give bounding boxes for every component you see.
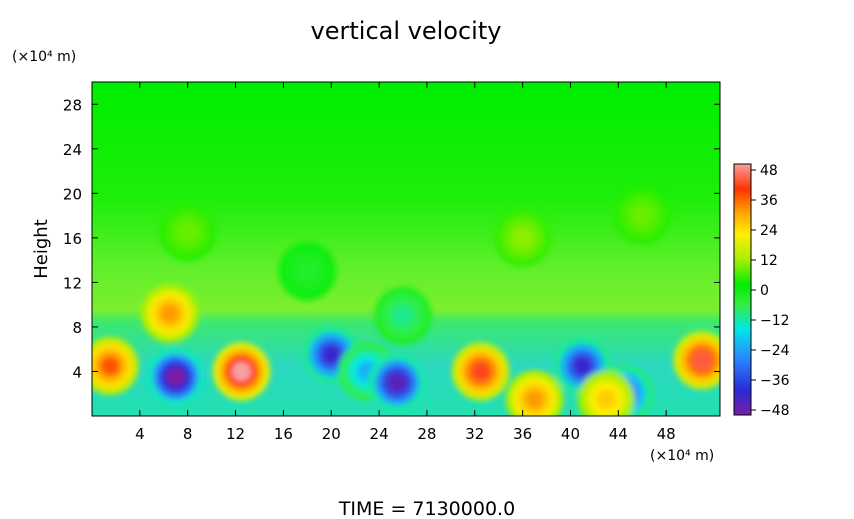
x-tick-label: 12	[226, 425, 245, 443]
y-axis-unit: (×10⁴ m)	[12, 49, 76, 65]
plot-frame	[91, 81, 721, 417]
heatmap-contour	[596, 389, 617, 410]
colorbar: 48 36 24 12 0 −12 −24 −36 −48	[733, 163, 790, 419]
y-tick-label: 4	[72, 363, 82, 381]
heatmap-contour	[231, 361, 252, 382]
x-axis-ticks: 4 8 12 16 20 24 28 32 36 40 44 48	[135, 82, 676, 443]
heatmap-cell	[147, 348, 205, 406]
heatmap-contour	[632, 205, 653, 226]
x-axis-unit: (×10⁴ m)	[650, 448, 714, 464]
colorbar-tick-label: 48	[760, 163, 778, 179]
heatmap-contour	[297, 261, 318, 282]
heatmap-cell	[493, 208, 552, 267]
y-axis-ticks: 4 8 12 16 20 24 28	[63, 96, 720, 381]
x-tick-label: 24	[370, 425, 389, 443]
colorbar-gradient	[733, 163, 752, 416]
heatmap-features	[92, 186, 720, 416]
x-tick-label: 28	[417, 425, 436, 443]
y-axis-label: Height	[31, 219, 52, 279]
x-tick-label: 48	[657, 425, 676, 443]
x-tick-label: 16	[274, 425, 293, 443]
colorbar-tick-label: −12	[760, 313, 790, 329]
y-tick-label: 24	[63, 141, 82, 159]
x-tick-label: 40	[561, 425, 580, 443]
x-tick-label: 44	[609, 425, 628, 443]
y-tick-label: 8	[72, 319, 82, 337]
heatmap-cell	[278, 242, 337, 301]
heatmap-cell	[212, 342, 271, 401]
heatmap-contour	[177, 222, 198, 243]
heatmap-contour	[692, 350, 712, 371]
heatmap-cell	[452, 342, 510, 401]
colorbar-tick-label: −48	[760, 403, 790, 419]
heatmap-cell	[613, 186, 671, 245]
x-tick-label: 36	[513, 425, 532, 443]
heatmap-cell	[673, 331, 720, 390]
heatmap-contour	[572, 356, 593, 376]
chart-title: vertical velocity	[311, 17, 502, 45]
heatmap-cell	[368, 353, 426, 412]
heatmap-cell	[141, 284, 199, 343]
heatmap-contour	[524, 389, 545, 410]
y-tick-label: 20	[63, 185, 82, 203]
heatmap-contour	[471, 361, 491, 382]
heatmap-contour	[387, 372, 407, 393]
heatmap-contour	[165, 367, 186, 387]
colorbar-tick-label: −36	[760, 373, 790, 389]
heatmap-cell	[158, 203, 217, 262]
y-tick-label: 16	[63, 230, 82, 248]
x-tick-label: 32	[465, 425, 484, 443]
y-tick-label: 28	[63, 96, 82, 114]
x-tick-label: 4	[135, 425, 145, 443]
heatmap-cell	[92, 336, 139, 395]
x-tick-label: 8	[183, 425, 193, 443]
time-label: TIME = 7130000.0	[338, 498, 515, 519]
colorbar-tick-label: 12	[760, 253, 778, 269]
colorbar-tick-label: 36	[760, 193, 778, 209]
heatmap-contour	[321, 344, 341, 365]
heatmap-contour	[512, 228, 533, 248]
heatmap-contour	[100, 356, 120, 376]
heatmap-cell	[374, 286, 432, 345]
y-tick-label: 12	[63, 274, 82, 292]
colorbar-tick-label: −24	[760, 343, 790, 359]
heatmap-contour	[393, 305, 413, 326]
x-tick-label: 20	[322, 425, 341, 443]
colorbar-tick-label: 24	[760, 223, 778, 239]
heatmap-cell	[505, 370, 564, 416]
colorbar-ticks: 48 36 24 12 0 −12 −24 −36 −48	[751, 163, 790, 419]
heatmap-cell	[577, 370, 636, 416]
heatmap-contour	[159, 303, 180, 324]
colorbar-tick-label: 0	[760, 283, 769, 299]
